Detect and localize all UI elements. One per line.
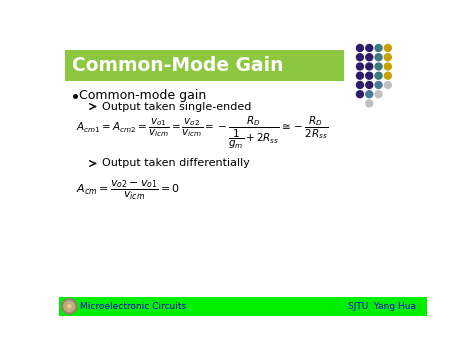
Circle shape: [356, 72, 364, 79]
Text: Output taken single-ended: Output taken single-ended: [102, 102, 251, 111]
Circle shape: [62, 299, 77, 314]
Circle shape: [366, 82, 373, 88]
Circle shape: [375, 91, 382, 98]
Circle shape: [366, 44, 373, 51]
Text: $A_{cm} = \dfrac{v_{o2} - v_{o1}}{v_{icm}} = 0$: $A_{cm} = \dfrac{v_{o2} - v_{o1}}{v_{icm…: [76, 179, 181, 202]
Circle shape: [68, 305, 71, 308]
Circle shape: [384, 54, 392, 61]
Circle shape: [384, 63, 392, 70]
Circle shape: [375, 63, 382, 70]
Circle shape: [366, 100, 373, 107]
Circle shape: [366, 72, 373, 79]
Circle shape: [375, 82, 382, 88]
Circle shape: [66, 303, 73, 310]
Circle shape: [356, 63, 364, 70]
FancyBboxPatch shape: [59, 297, 427, 316]
Circle shape: [375, 54, 382, 61]
Circle shape: [356, 82, 364, 88]
Text: Common-Mode Gain: Common-Mode Gain: [72, 56, 283, 75]
Circle shape: [64, 301, 75, 312]
Circle shape: [384, 44, 392, 51]
Circle shape: [384, 72, 392, 79]
Circle shape: [366, 63, 373, 70]
Circle shape: [384, 82, 392, 88]
Circle shape: [366, 91, 373, 98]
FancyBboxPatch shape: [65, 50, 345, 81]
Text: $A_{cm1} = A_{cm2} = \dfrac{v_{o1}}{v_{icm}} = \dfrac{v_{o2}}{v_{icm}} = -\dfrac: $A_{cm1} = A_{cm2} = \dfrac{v_{o1}}{v_{i…: [76, 115, 328, 151]
Text: SJTU  Yang Hua: SJTU Yang Hua: [348, 302, 416, 311]
Circle shape: [356, 44, 364, 51]
Text: Common-mode gain: Common-mode gain: [80, 89, 207, 102]
Circle shape: [356, 54, 364, 61]
Circle shape: [375, 72, 382, 79]
Circle shape: [356, 91, 364, 98]
Circle shape: [375, 44, 382, 51]
Circle shape: [366, 54, 373, 61]
Text: Microelectronic Circuits: Microelectronic Circuits: [80, 302, 186, 311]
Text: Output taken differentially: Output taken differentially: [102, 158, 250, 169]
